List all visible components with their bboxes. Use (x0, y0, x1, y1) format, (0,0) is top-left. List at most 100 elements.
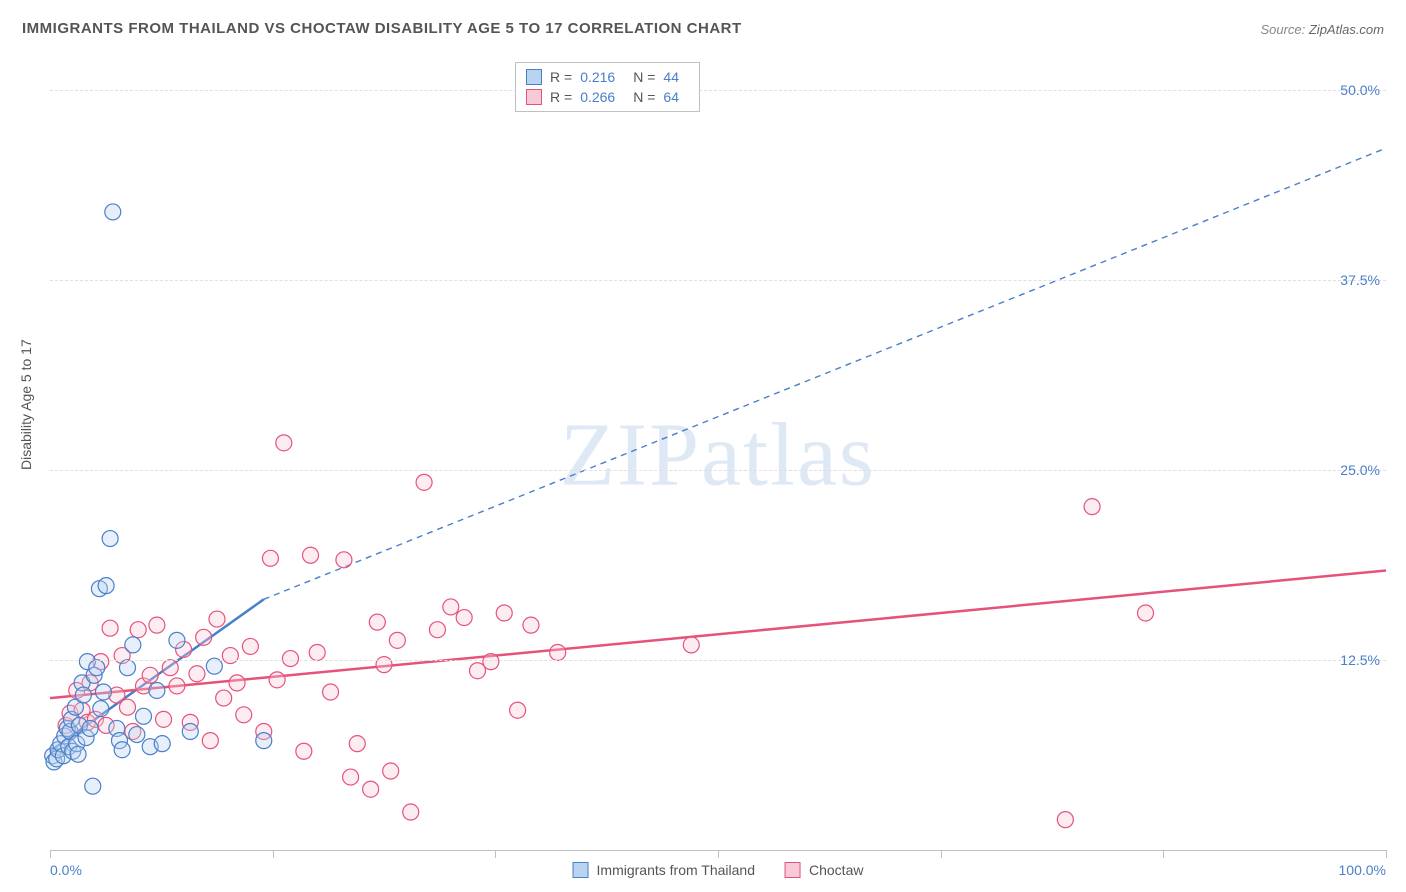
x-tick (1163, 850, 1164, 858)
y-tick-label: 12.5% (1340, 652, 1380, 668)
data-point (142, 667, 158, 683)
x-axis-max-label: 100.0% (1339, 862, 1386, 878)
data-point (154, 736, 170, 752)
r-value-series1: 0.216 (580, 69, 615, 85)
r-label: R = (550, 69, 572, 85)
y-tick-label: 25.0% (1340, 462, 1380, 478)
data-point (130, 622, 146, 638)
x-tick (1386, 850, 1387, 858)
data-point (169, 678, 185, 694)
data-point (1057, 812, 1073, 828)
data-point (496, 605, 512, 621)
data-point (222, 648, 238, 664)
chart-title: IMMIGRANTS FROM THAILAND VS CHOCTAW DISA… (22, 20, 742, 37)
x-tick (495, 850, 496, 858)
data-point (216, 690, 232, 706)
data-point (389, 632, 405, 648)
data-point (125, 637, 141, 653)
x-tick (941, 850, 942, 858)
data-point (443, 599, 459, 615)
plot-area: ZIPatlas 12.5%25.0%37.5%50.0% 0.0% 100.0… (50, 60, 1386, 851)
data-point (169, 632, 185, 648)
x-tick (50, 850, 51, 858)
swatch-blue-icon (573, 862, 589, 878)
data-point (98, 578, 114, 594)
r-label: R = (550, 89, 572, 105)
data-point (550, 645, 566, 661)
data-point (85, 778, 101, 794)
gridline (50, 470, 1386, 471)
data-point (282, 651, 298, 667)
data-point (75, 687, 91, 703)
n-label: N = (633, 89, 655, 105)
data-point (309, 645, 325, 661)
data-point (119, 699, 135, 715)
x-axis-min-label: 0.0% (50, 862, 82, 878)
data-point (114, 742, 130, 758)
data-point (429, 622, 445, 638)
data-point (202, 733, 218, 749)
data-point (189, 666, 205, 682)
data-point (376, 657, 392, 673)
source-attribution: Source: ZipAtlas.com (1260, 22, 1384, 37)
n-label: N = (633, 69, 655, 85)
y-axis-label: Disability Age 5 to 17 (18, 339, 34, 470)
r-value-series2: 0.266 (580, 89, 615, 105)
legend-label-series2: Choctaw (809, 862, 863, 878)
data-point (149, 682, 165, 698)
stats-legend-box: R = 0.216 N = 44 R = 0.266 N = 64 (515, 62, 700, 112)
data-point (149, 617, 165, 633)
source-label: Source: (1260, 22, 1308, 37)
data-point (229, 675, 245, 691)
swatch-pink-icon (526, 89, 542, 105)
data-point (343, 769, 359, 785)
data-point (683, 637, 699, 653)
data-point (510, 702, 526, 718)
stats-row-series2: R = 0.266 N = 64 (526, 87, 689, 107)
data-point (105, 204, 121, 220)
data-point (303, 547, 319, 563)
data-point (336, 552, 352, 568)
data-point (523, 617, 539, 633)
data-point (323, 684, 339, 700)
data-point (349, 736, 365, 752)
data-point (276, 435, 292, 451)
trend-line (264, 148, 1386, 599)
y-tick-label: 50.0% (1340, 82, 1380, 98)
data-point (236, 707, 252, 723)
data-point (93, 701, 109, 717)
data-point (296, 743, 312, 759)
legend-item-series2: Choctaw (785, 862, 863, 878)
data-point (242, 638, 258, 654)
data-point (256, 733, 272, 749)
y-tick-label: 37.5% (1340, 272, 1380, 288)
data-point (162, 660, 178, 676)
n-value-series2: 64 (663, 89, 679, 105)
data-point (369, 614, 385, 630)
data-point (136, 708, 152, 724)
data-point (383, 763, 399, 779)
x-tick (273, 850, 274, 858)
data-point (363, 781, 379, 797)
data-point (269, 672, 285, 688)
data-point (262, 550, 278, 566)
data-point (129, 727, 145, 743)
x-axis-legend: Immigrants from Thailand Choctaw (573, 862, 864, 878)
swatch-pink-icon (785, 862, 801, 878)
scatter-svg (50, 60, 1386, 850)
data-point (456, 610, 472, 626)
gridline (50, 660, 1386, 661)
data-point (95, 684, 111, 700)
data-point (196, 629, 212, 645)
data-point (182, 724, 198, 740)
gridline (50, 280, 1386, 281)
legend-item-series1: Immigrants from Thailand (573, 862, 755, 878)
gridline (50, 90, 1386, 91)
data-point (82, 720, 98, 736)
x-tick (718, 850, 719, 858)
legend-label-series1: Immigrants from Thailand (597, 862, 755, 878)
swatch-blue-icon (526, 69, 542, 85)
data-point (1138, 605, 1154, 621)
data-point (70, 746, 86, 762)
n-value-series1: 44 (663, 69, 679, 85)
